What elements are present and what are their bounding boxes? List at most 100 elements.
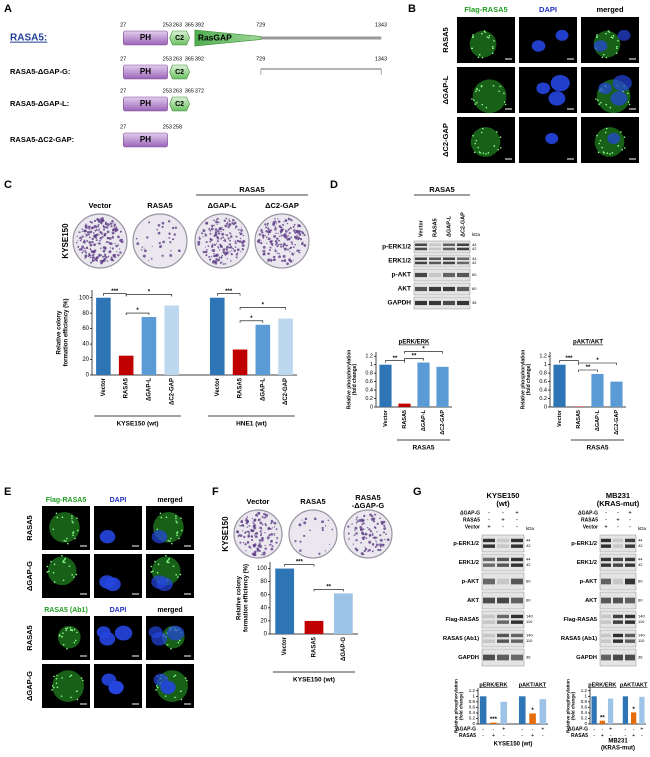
bar	[490, 722, 497, 724]
colony	[265, 226, 268, 229]
bar	[539, 699, 547, 724]
y-tick-label: 0.8	[539, 371, 547, 377]
colony	[245, 550, 247, 552]
blot-band	[415, 257, 427, 261]
condition-sign: -	[624, 733, 626, 739]
green-puncta	[51, 685, 54, 687]
colony	[299, 237, 303, 241]
green-signal	[47, 556, 77, 586]
green-puncta	[56, 516, 59, 519]
row-label: ΔGAP-G	[25, 671, 34, 701]
y-tick-label: 0.4	[365, 388, 373, 394]
colony	[362, 528, 365, 530]
colony	[98, 219, 101, 223]
colony	[221, 261, 223, 263]
green-puncta	[69, 627, 72, 629]
condition-name: RASA5	[571, 733, 588, 739]
colony	[289, 251, 291, 253]
colony	[293, 223, 296, 226]
colony	[230, 233, 232, 235]
blot-band	[443, 243, 455, 247]
colony	[262, 253, 264, 255]
colony	[162, 240, 165, 244]
colony	[238, 232, 240, 234]
y-axis-label: Relative phosphorylation(fold change)	[347, 350, 359, 410]
category-label: ΔGAP-L	[147, 378, 153, 401]
category-label: ΔC2-GAP	[614, 410, 620, 435]
colony	[244, 531, 247, 534]
colony	[273, 258, 276, 261]
residue-position: 392	[195, 22, 204, 28]
kda-marker: 42	[526, 543, 531, 548]
nucleus	[610, 91, 628, 106]
panel-letter: B	[408, 3, 416, 15]
significance-label: *	[136, 308, 139, 314]
green-puncta	[174, 696, 176, 699]
micrograph	[94, 554, 142, 598]
bar	[599, 720, 605, 724]
colony	[270, 533, 273, 536]
y-tick-label: 0.2	[539, 396, 547, 402]
colony	[238, 524, 240, 526]
colony	[112, 254, 116, 258]
colony	[240, 229, 243, 232]
colony	[95, 259, 98, 262]
column-header: merged	[157, 607, 182, 614]
kda-marker: 60	[472, 272, 477, 277]
colony	[359, 525, 363, 529]
y-tick-label: 60	[260, 592, 267, 598]
blot-band	[497, 578, 509, 585]
colony	[206, 248, 208, 251]
kda-marker: 140	[638, 614, 645, 619]
blot-band	[415, 286, 427, 292]
colony	[275, 541, 278, 544]
blot-band	[625, 563, 635, 567]
green-puncta	[615, 52, 618, 54]
green-puncta	[53, 563, 56, 566]
green-puncta	[165, 516, 168, 519]
residue-position: 729	[256, 22, 265, 28]
colony	[235, 253, 239, 256]
colony	[267, 252, 270, 256]
colony	[85, 251, 88, 254]
colony	[246, 530, 249, 533]
significance-label: *	[250, 316, 253, 322]
colony	[217, 245, 219, 248]
y-axis-label: Relative phosphorylation(fold change)	[521, 350, 533, 410]
condition-sign: +	[501, 518, 505, 524]
green-signal	[49, 512, 80, 543]
colony	[271, 527, 273, 529]
colony	[88, 236, 91, 239]
dish-label: RASA5	[147, 201, 172, 210]
green-puncta	[55, 677, 58, 680]
blot-band	[483, 557, 495, 562]
lane-label: ΔC2-GAP	[460, 212, 466, 237]
green-puncta	[610, 36, 613, 38]
green-puncta	[503, 101, 506, 103]
green-puncta	[176, 531, 179, 533]
category-label: ΔGAP-L	[595, 409, 601, 431]
colony	[260, 538, 264, 542]
condition-sign: -	[542, 733, 544, 739]
significance-star: ***	[490, 717, 498, 723]
colony	[221, 226, 223, 228]
green-puncta	[483, 30, 486, 32]
colony	[287, 248, 289, 251]
colony	[146, 236, 149, 239]
kda-marker: 110	[638, 638, 645, 643]
colony	[361, 519, 364, 523]
colony	[290, 241, 293, 244]
residue-position: 258	[173, 124, 182, 130]
colony	[286, 262, 289, 266]
green-puncta	[481, 56, 484, 59]
green-puncta	[76, 698, 79, 701]
colony	[318, 552, 321, 555]
colony	[231, 249, 233, 251]
colony	[301, 241, 304, 244]
kda-marker: 42	[638, 562, 643, 567]
green-puncta	[616, 45, 618, 48]
colony	[269, 246, 272, 249]
blot-band	[443, 300, 455, 306]
blot-row-label: AKT	[467, 598, 479, 604]
blot-band	[511, 639, 523, 643]
